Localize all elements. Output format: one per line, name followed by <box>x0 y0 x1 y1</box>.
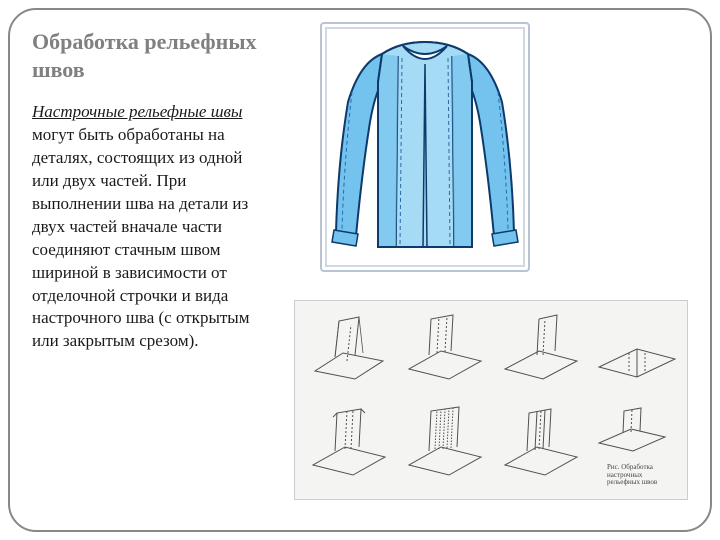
lead-term: Настрочные рельефные швы <box>32 102 242 121</box>
seam-diagram-4 <box>593 311 681 399</box>
body-rest: могут быть обработаны на деталях, состоя… <box>32 125 249 350</box>
seam-diagrams: Рис. Обработка настрочных рельефных швов <box>294 300 688 500</box>
seam-diagram-2 <box>401 311 489 399</box>
seam-diagram-1 <box>305 311 393 399</box>
seam-diagram-3 <box>497 311 585 399</box>
jacket-svg <box>330 32 520 262</box>
jacket-illustration <box>320 22 530 272</box>
slide-frame: Обработка рельефных швов Настрочные рель… <box>8 8 712 532</box>
diagram-caption: Рис. Обработка настрочных рельефных швов <box>607 464 677 487</box>
seam-diagram-7 <box>497 405 585 493</box>
slide-title: Обработка рельефных швов <box>32 28 292 83</box>
seam-diagram-caption-cell: Рис. Обработка настрочных рельефных швов <box>593 405 681 493</box>
seam-diagram-5 <box>305 405 393 493</box>
body-text: Настрочные рельефные швы могут быть обра… <box>32 101 262 353</box>
seam-diagram-6 <box>401 405 489 493</box>
